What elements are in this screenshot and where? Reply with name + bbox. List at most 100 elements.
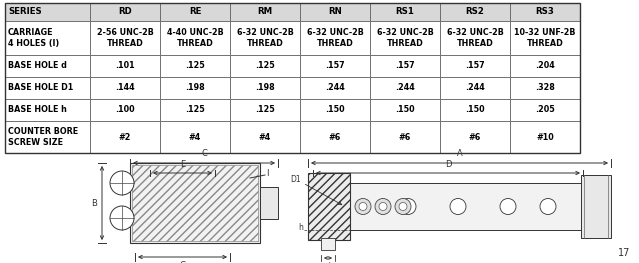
Text: .157: .157 [325, 62, 345, 70]
Circle shape [540, 199, 556, 215]
Bar [510, 121, 580, 153]
Text: .205: .205 [535, 105, 555, 114]
Bar [5, 99, 90, 121]
Circle shape [500, 199, 516, 215]
Bar [300, 121, 370, 153]
Text: .125: .125 [185, 62, 205, 70]
Text: .150: .150 [395, 105, 415, 114]
Bar [160, 121, 230, 153]
Text: RE: RE [189, 8, 201, 17]
Text: .125: .125 [255, 62, 275, 70]
Text: .125: .125 [255, 105, 275, 114]
Bar [300, 55, 370, 77]
Bar [5, 55, 90, 77]
Text: .204: .204 [535, 62, 555, 70]
Text: RS3: RS3 [535, 8, 555, 17]
Bar [300, 99, 370, 121]
Text: BASE HOLE d: BASE HOLE d [8, 62, 67, 70]
Text: .101: .101 [115, 62, 135, 70]
Circle shape [110, 171, 134, 195]
Circle shape [375, 199, 391, 215]
Bar [5, 3, 90, 21]
Bar [440, 3, 510, 21]
Text: 6-32 UNC-2B
THREAD: 6-32 UNC-2B THREAD [376, 28, 433, 48]
Bar [440, 77, 510, 99]
Text: #4: #4 [259, 133, 271, 141]
Text: BASE HOLE D1: BASE HOLE D1 [8, 83, 73, 93]
Text: .157: .157 [465, 62, 485, 70]
Text: D: D [445, 160, 451, 169]
Text: RN: RN [328, 8, 342, 17]
Text: #6: #6 [399, 133, 411, 141]
Bar [5, 121, 90, 153]
Bar [510, 55, 580, 77]
Bar [230, 55, 300, 77]
Text: .198: .198 [255, 83, 275, 93]
Circle shape [450, 199, 466, 215]
Text: RD: RD [118, 8, 132, 17]
Bar [581, 175, 611, 238]
Bar [440, 99, 510, 121]
Text: RS1: RS1 [396, 8, 415, 17]
Bar [300, 21, 370, 55]
Text: A: A [457, 149, 463, 158]
Circle shape [110, 206, 134, 230]
Text: 10-32 UNF-2B
THREAD: 10-32 UNF-2B THREAD [514, 28, 576, 48]
Bar [130, 163, 260, 243]
Bar [90, 121, 160, 153]
Bar [160, 55, 230, 77]
Bar [510, 3, 580, 21]
Bar [230, 99, 300, 121]
Bar [132, 165, 258, 241]
Text: .150: .150 [465, 105, 485, 114]
Text: h: h [298, 222, 303, 231]
Text: 6-32 UNC-2B
THREAD: 6-32 UNC-2B THREAD [307, 28, 364, 48]
Bar [321, 238, 335, 250]
Text: RM: RM [258, 8, 273, 17]
Text: .244: .244 [395, 83, 415, 93]
Text: #6: #6 [329, 133, 341, 141]
Bar [260, 187, 278, 219]
Text: #4: #4 [189, 133, 201, 141]
Bar [90, 55, 160, 77]
Text: SERIES: SERIES [8, 8, 42, 17]
Bar [510, 99, 580, 121]
Bar [90, 77, 160, 99]
Text: CARRIAGE
4 HOLES (I): CARRIAGE 4 HOLES (I) [8, 28, 59, 48]
Bar [160, 77, 230, 99]
Bar [230, 77, 300, 99]
Bar [440, 121, 510, 153]
Bar [440, 21, 510, 55]
Bar [160, 21, 230, 55]
Text: I: I [266, 169, 268, 179]
Bar [230, 21, 300, 55]
Bar [370, 21, 440, 55]
Text: .198: .198 [185, 83, 205, 93]
Text: C: C [201, 149, 207, 158]
Text: B: B [91, 199, 97, 208]
Bar [370, 121, 440, 153]
Bar [90, 21, 160, 55]
Bar [370, 55, 440, 77]
Text: #2: #2 [119, 133, 131, 141]
Text: G: G [180, 261, 186, 263]
Circle shape [359, 203, 367, 210]
Circle shape [399, 203, 407, 210]
Text: 6-32 UNC-2B
THREAD: 6-32 UNC-2B THREAD [447, 28, 504, 48]
Text: #10: #10 [536, 133, 554, 141]
Text: 2-56 UNC-2B
THREAD: 2-56 UNC-2B THREAD [96, 28, 153, 48]
Text: 6-32 UNC-2B
THREAD: 6-32 UNC-2B THREAD [236, 28, 293, 48]
Text: .157: .157 [395, 62, 415, 70]
Text: D1: D1 [290, 175, 301, 185]
Bar [510, 77, 580, 99]
Text: .125: .125 [185, 105, 205, 114]
Bar [440, 55, 510, 77]
Text: #6: #6 [469, 133, 481, 141]
Bar [370, 99, 440, 121]
Bar [230, 3, 300, 21]
Bar [5, 77, 90, 99]
Bar [510, 21, 580, 55]
Bar [348, 183, 588, 230]
Bar [300, 3, 370, 21]
Circle shape [400, 199, 416, 215]
